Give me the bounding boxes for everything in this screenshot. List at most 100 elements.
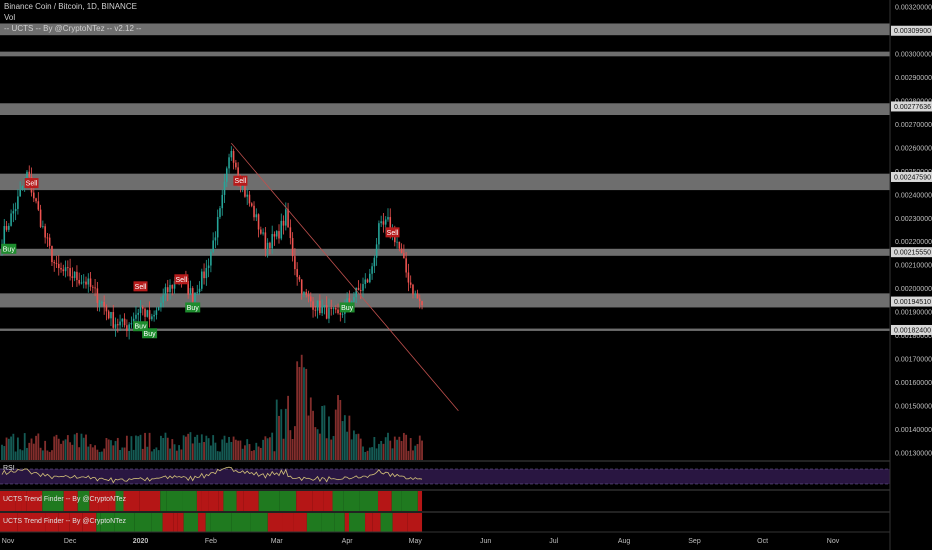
volume-bar [150,451,153,460]
volume-bar [348,415,351,460]
volume-bar [421,440,423,460]
volume-bar [189,432,192,460]
trend-segment [236,491,244,511]
rsi-panel-label: RSI [3,465,15,472]
rsi-band [0,469,890,484]
volume-bar [94,445,96,460]
candle-body [334,308,337,310]
volume-bar [207,438,210,460]
candle-body [28,171,31,177]
candle-body [214,237,217,241]
volume-bar [153,449,156,460]
volume-bar [289,430,292,460]
buy-signal-box [1,243,17,254]
zone-6 [0,328,890,331]
price-tick: 0.00140000 [895,427,932,434]
candle-body [362,284,364,291]
candle-body [230,151,233,158]
candle-body [225,168,228,182]
volume-bar [416,444,419,460]
candle-body [14,208,17,212]
volume-bar [46,450,49,460]
trend-segment [210,513,232,532]
volume-bar [7,438,10,460]
candle-body [312,301,314,310]
volume-bar [209,445,212,460]
volume-bar [248,444,251,460]
candle-body [241,186,244,187]
candle-body [5,226,8,230]
candle-body [260,229,262,234]
volume-bar [337,395,339,460]
candle-body [57,263,60,269]
trend-segment [392,513,408,532]
trend-segment [0,513,18,532]
candle-body [403,253,405,259]
candle-body [409,282,412,285]
candle-body [416,293,419,299]
volume-bar [198,442,201,460]
sell-signal-box [233,175,248,186]
trend-segment [139,491,161,511]
candle-body [103,301,105,307]
volume-bar [19,449,22,460]
candle-body [67,267,69,269]
candle-body [53,262,56,264]
price-tick: 0.00220000 [895,239,932,246]
trend-segment [196,491,202,511]
trend-finder-label-1: UCTS Trend Finder -- By @CryptoNTez [3,496,127,503]
volume-bar [298,367,301,460]
horizontal-zones [0,23,890,331]
trend-segment [115,491,124,511]
volume-bar [350,439,353,460]
volume-bar [266,438,269,460]
candle-body [348,298,351,302]
volume-bar [382,443,385,460]
candle-body [48,237,51,246]
volume-bar [121,447,124,460]
volume-bar [250,450,253,460]
candle-body [371,266,373,274]
volume-bar [185,436,187,460]
price-tick: 0.00200000 [895,286,932,293]
candle-body [375,244,378,258]
trend-segment [162,513,174,532]
candle-body [37,201,40,210]
candle-body [141,307,144,309]
volume-bar [162,437,165,460]
volume-bar [357,433,360,460]
candle-body [117,324,119,326]
volume-bar [418,435,421,460]
candle-body [309,296,312,302]
candle-body [271,234,273,249]
volume-bar [85,434,87,460]
candle-body [46,237,49,239]
candle-body [205,268,208,279]
price-label-box [891,324,932,335]
volume-bar [300,354,303,460]
volume-bar [14,451,17,460]
candle-body [173,281,176,289]
candle-body [164,287,167,296]
candle-body [210,251,212,266]
candle-body [171,284,174,289]
trend-segment [258,491,280,511]
candle-body [155,310,158,315]
volume-bar [246,439,249,460]
volume-bar [396,439,398,460]
trend-segment [267,513,283,532]
candle-body [19,189,21,197]
volume-bar [187,433,190,460]
price-tick: 0.00320000 [895,5,932,12]
candle-body [128,324,130,331]
volume-bar [373,436,376,460]
candle-body [269,242,271,249]
volume-bar [100,451,103,460]
volume-bar [130,436,133,460]
candle-body [219,208,221,218]
volume-bar [28,442,31,460]
trendline-line [231,142,459,411]
candle-body [296,269,298,277]
trend-segment [343,491,360,511]
